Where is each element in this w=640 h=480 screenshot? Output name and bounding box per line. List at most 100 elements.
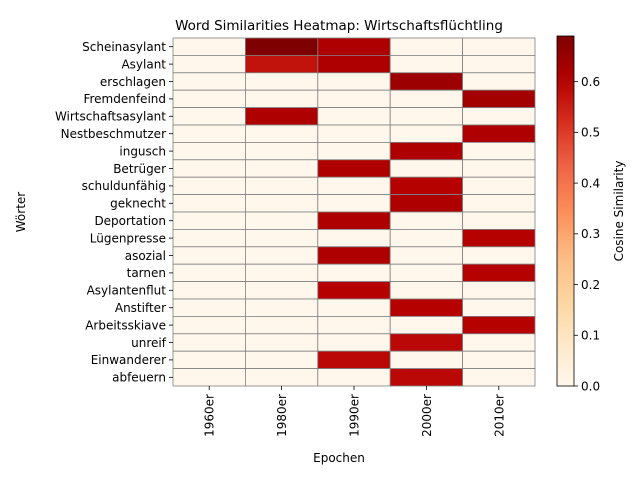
heatmap-cell bbox=[317, 159, 391, 178]
y-tick-label: Arbeitsskiave bbox=[85, 318, 166, 332]
colorbar-label: Cosine Similarity bbox=[612, 161, 626, 262]
heatmap-cell bbox=[172, 228, 246, 248]
colorbar-tick-label: 0.6 bbox=[581, 75, 600, 89]
heatmap-cell bbox=[172, 333, 246, 352]
heatmap-cell bbox=[317, 246, 391, 265]
heatmap-cell bbox=[244, 368, 319, 387]
heatmap-cell bbox=[317, 37, 391, 56]
heatmap-cell bbox=[462, 368, 536, 387]
heatmap-cell bbox=[389, 72, 464, 91]
y-tick-label: geknecht bbox=[110, 197, 166, 211]
heatmap-cell bbox=[317, 315, 391, 335]
y-tick-label: Betrüger bbox=[113, 162, 166, 176]
heatmap-cell bbox=[172, 281, 246, 300]
heatmap-cell bbox=[317, 211, 391, 230]
heatmap-cell bbox=[172, 315, 246, 335]
heatmap-cell bbox=[462, 298, 536, 317]
heatmap-cell bbox=[462, 141, 536, 161]
heatmap-cell bbox=[389, 298, 464, 317]
y-tick-label: Lügenpresse bbox=[90, 231, 166, 245]
heatmap-cell bbox=[462, 107, 536, 126]
heatmap-cell bbox=[172, 298, 246, 317]
heatmap-cell bbox=[244, 89, 319, 108]
heatmap-cell bbox=[389, 141, 464, 161]
colorbar-tick-label: 0.0 bbox=[581, 379, 600, 393]
heatmap-cell bbox=[244, 194, 319, 213]
heatmap-cell bbox=[317, 72, 391, 91]
colorbar-gradient bbox=[556, 35, 575, 387]
heatmap-cell bbox=[172, 159, 246, 178]
y-tick-label: Wirtschaftsasylant bbox=[55, 110, 166, 124]
heatmap-cell bbox=[462, 89, 536, 108]
heatmap-cell bbox=[462, 55, 536, 74]
y-axis-label: Wörter bbox=[14, 192, 28, 233]
heatmap-cell bbox=[317, 333, 391, 352]
heatmap-cell bbox=[172, 368, 246, 387]
heatmap-cell bbox=[244, 298, 319, 317]
heatmap-cell bbox=[389, 55, 464, 74]
heatmap-cell bbox=[244, 55, 319, 74]
heatmap-cell bbox=[172, 37, 246, 56]
heatmap-cell bbox=[244, 124, 319, 143]
heatmap-cell bbox=[389, 263, 464, 283]
y-tick-label: Scheinasylant bbox=[82, 40, 166, 54]
heatmap-cell bbox=[389, 368, 464, 387]
y-tick-label: Fremdenfeind bbox=[83, 92, 166, 106]
x-tick-labels: 1960er 1980er 1990er 2000er 2010er bbox=[203, 386, 506, 437]
heatmap-cell bbox=[244, 315, 319, 335]
heatmap-cell bbox=[244, 211, 319, 230]
heatmap-cell bbox=[317, 263, 391, 283]
heatmap-cell bbox=[389, 159, 464, 178]
heatmap-cell bbox=[389, 124, 464, 143]
y-tick-label: asozial bbox=[125, 249, 166, 263]
x-tick-label: 1980er bbox=[275, 394, 289, 437]
heatmap-cell bbox=[389, 350, 464, 370]
heatmap-cell bbox=[389, 89, 464, 108]
heatmap-cell bbox=[389, 333, 464, 352]
heatmap-cell bbox=[244, 72, 319, 91]
heatmap-cell bbox=[462, 194, 536, 213]
y-tick-label: Anstifter bbox=[115, 301, 166, 315]
heatmap-cell bbox=[244, 350, 319, 370]
heatmap-cell bbox=[172, 141, 246, 161]
colorbar-tick-label: 0.3 bbox=[581, 227, 600, 241]
heatmap-cell bbox=[317, 107, 391, 126]
heatmap-cell bbox=[462, 37, 536, 56]
x-tick-label: 2000er bbox=[420, 394, 434, 437]
x-tick-label: 1960er bbox=[203, 394, 217, 437]
heatmap-cell bbox=[389, 194, 464, 213]
heatmap-cell bbox=[389, 228, 464, 248]
heatmap-cell bbox=[172, 246, 246, 265]
y-tick-label: Einwanderer bbox=[91, 353, 166, 367]
heatmap-cell bbox=[462, 333, 536, 352]
heatmap-cell bbox=[317, 176, 391, 195]
y-tick-label: Asylant bbox=[121, 57, 166, 71]
heatmap-cell bbox=[462, 72, 536, 91]
colorbar-tick-label: 0.1 bbox=[581, 329, 600, 343]
heatmap-cell bbox=[244, 159, 319, 178]
heatmap-cell bbox=[317, 124, 391, 143]
x-axis-label: Epochen bbox=[313, 451, 365, 465]
heatmap-cell bbox=[172, 107, 246, 126]
heatmap-cell bbox=[244, 263, 319, 283]
heatmap-cell bbox=[244, 228, 319, 248]
y-tick-label: erschlagen bbox=[100, 75, 166, 89]
heatmap-cell bbox=[172, 72, 246, 91]
heatmap-cell bbox=[244, 246, 319, 265]
heatmap-cell bbox=[389, 37, 464, 56]
heatmap-cell bbox=[462, 263, 536, 283]
heatmap-cell bbox=[317, 89, 391, 108]
y-tick-label: ingusch bbox=[119, 144, 166, 158]
heatmap-cell bbox=[244, 37, 319, 56]
colorbar-tick-label: 0.5 bbox=[581, 126, 600, 140]
heatmap-cell bbox=[172, 55, 246, 74]
y-tick-label: Asylantenflut bbox=[87, 284, 167, 298]
heatmap-cell bbox=[244, 333, 319, 352]
y-tick-label: schuldunfähig bbox=[82, 179, 166, 193]
heatmap-cell bbox=[244, 107, 319, 126]
heatmap-cell bbox=[317, 368, 391, 387]
heatmap-cell bbox=[389, 246, 464, 265]
y-tick-label: Nestbeschmutzer bbox=[61, 127, 166, 141]
heatmap-cell bbox=[462, 228, 536, 248]
